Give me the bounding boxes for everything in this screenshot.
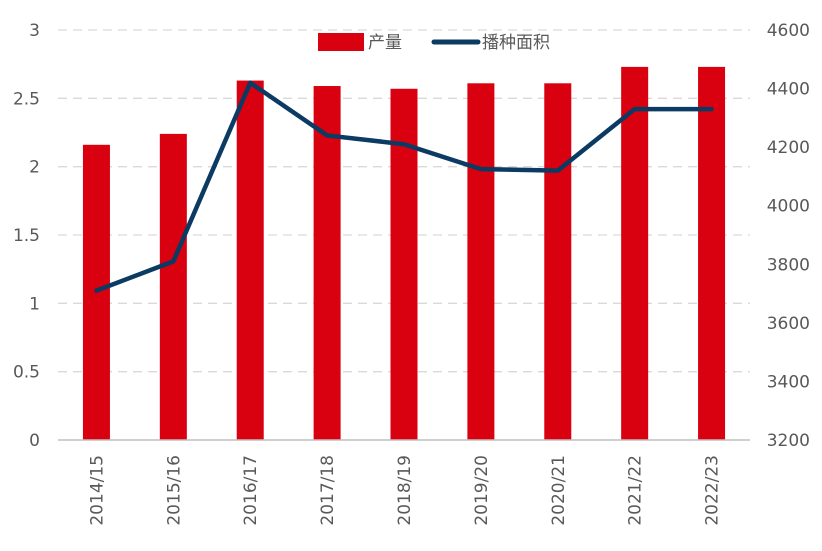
left-tick-label: 2 — [29, 158, 40, 178]
x-tick-label: 2016/17 — [241, 455, 261, 526]
bar — [621, 66, 649, 441]
x-tick-label: 2017/18 — [318, 455, 338, 526]
bar-series — [82, 66, 726, 441]
x-tick-label: 2015/16 — [164, 455, 184, 526]
right-tick-label: 3200 — [767, 431, 810, 451]
x-tick-label: 2014/15 — [87, 455, 107, 526]
right-tick-label: 4000 — [767, 197, 810, 217]
x-tick-label: 2020/21 — [549, 455, 569, 526]
x-tick-label: 2018/19 — [395, 455, 415, 526]
left-tick-label: 2.5 — [13, 89, 40, 109]
left-axis-ticks: 0 0.5 1 1.5 2 2.5 3 — [13, 21, 40, 451]
legend-label-bar: 产量 — [368, 33, 402, 53]
right-tick-label: 4200 — [767, 138, 810, 158]
bar — [313, 86, 341, 441]
bar — [544, 83, 572, 441]
right-axis-ticks: 3200 3400 3600 3800 4000 4200 4400 4600 — [767, 21, 810, 451]
right-tick-label: 3800 — [767, 255, 810, 275]
x-axis-ticks: 2014/15 2015/16 2016/17 2017/18 2018/19 2019/… — [87, 455, 722, 526]
left-tick-label: 0 — [29, 431, 40, 451]
left-tick-label: 1 — [29, 294, 40, 314]
right-tick-label: 3600 — [767, 314, 810, 334]
bar — [159, 133, 187, 440]
right-tick-label: 4600 — [767, 21, 810, 41]
legend-swatch-bar — [318, 33, 364, 51]
x-tick-label: 2022/23 — [703, 455, 723, 526]
left-tick-label: 0.5 — [13, 363, 40, 383]
left-tick-label: 1.5 — [13, 226, 40, 246]
bar — [236, 80, 264, 441]
legend-label-line: 播种面积 — [482, 33, 550, 53]
right-tick-label: 3400 — [767, 372, 810, 392]
right-tick-label: 4400 — [767, 80, 810, 100]
bar — [698, 66, 726, 441]
x-tick-label: 2019/20 — [472, 455, 492, 526]
x-tick-label: 2021/22 — [626, 455, 646, 526]
left-tick-label: 3 — [29, 21, 40, 41]
legend: 产量 播种面积 — [318, 33, 550, 53]
bar — [467, 83, 495, 441]
line-series — [94, 80, 714, 293]
series-line — [94, 80, 714, 293]
